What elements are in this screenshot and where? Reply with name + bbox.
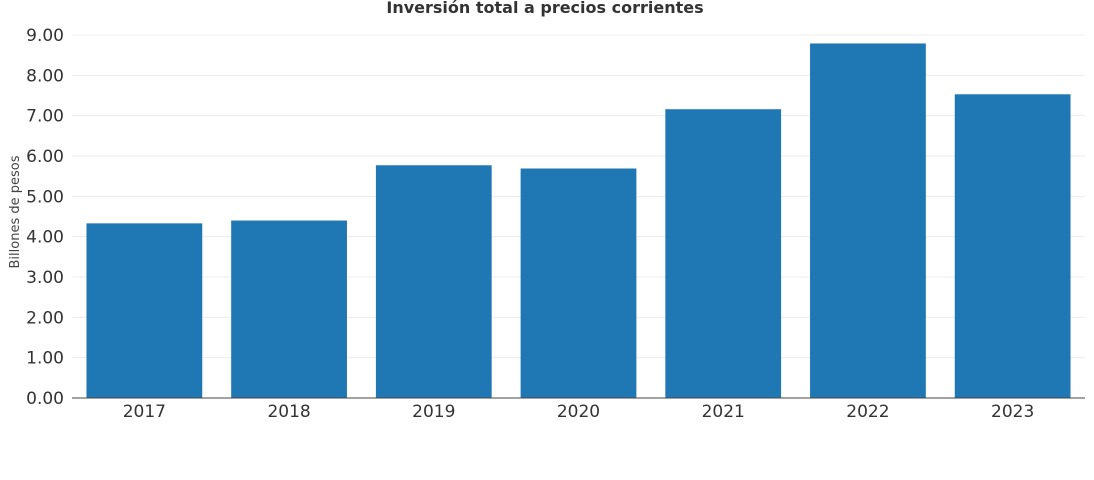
y-tick-label: 4.00 — [26, 228, 64, 248]
y-tick-label: 5.00 — [26, 187, 64, 207]
bar-2023[interactable] — [954, 94, 1071, 398]
bar-2020[interactable] — [520, 168, 637, 398]
y-tick-label: 2.00 — [26, 308, 64, 328]
x-tick-label: 2017 — [123, 402, 166, 422]
y-tick-label: 3.00 — [26, 268, 64, 288]
y-tick-label: 8.00 — [26, 66, 64, 86]
y-tick-label: 7.00 — [26, 107, 64, 127]
chart-title: Inversión total a precios corrientes — [386, 0, 703, 17]
x-tick-label: 2022 — [846, 402, 889, 422]
x-tick-label: 2021 — [702, 402, 745, 422]
bars — [86, 43, 1071, 399]
bar-2021[interactable] — [665, 109, 782, 399]
bar-2017[interactable] — [86, 223, 203, 398]
y-tick-label: 0.00 — [26, 389, 64, 409]
bar-2022[interactable] — [810, 43, 926, 398]
bar-2019[interactable] — [375, 165, 492, 398]
bar-2018[interactable] — [231, 220, 347, 398]
y-tick-label: 1.00 — [26, 349, 64, 369]
x-tick-label: 2018 — [267, 402, 310, 422]
y-tick-label: 9.00 — [26, 26, 64, 46]
x-tick-label: 2023 — [991, 402, 1034, 422]
x-axis-ticks: 2017 2018 2019 2020 2021 2022 2023 — [123, 402, 1035, 422]
y-tick-label: 6.00 — [26, 147, 64, 167]
y-axis-ticks: 0.00 1.00 2.00 3.00 4.00 5.00 6.00 7.00 8.00 9.00 — [26, 26, 64, 409]
y-axis-label: Billones de pesos — [8, 155, 23, 268]
x-tick-label: 2019 — [412, 402, 455, 422]
x-tick-label: 2020 — [557, 402, 600, 422]
